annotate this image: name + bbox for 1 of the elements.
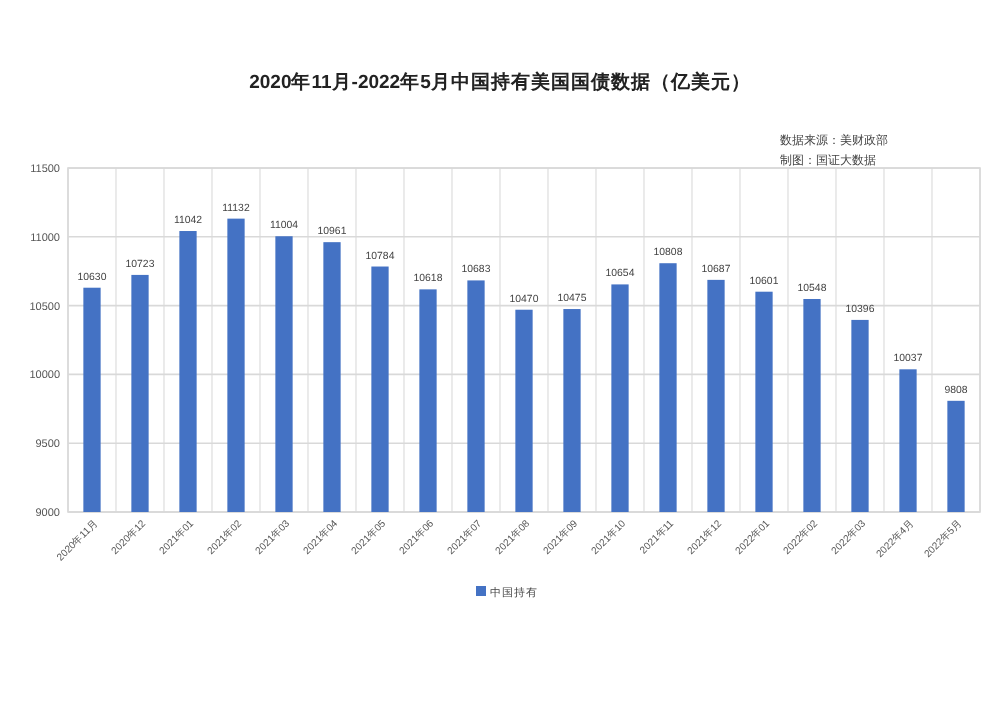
chart-title: 2020年11月-2022年5月中国持有美国国债数据（亿美元） [249,70,751,94]
